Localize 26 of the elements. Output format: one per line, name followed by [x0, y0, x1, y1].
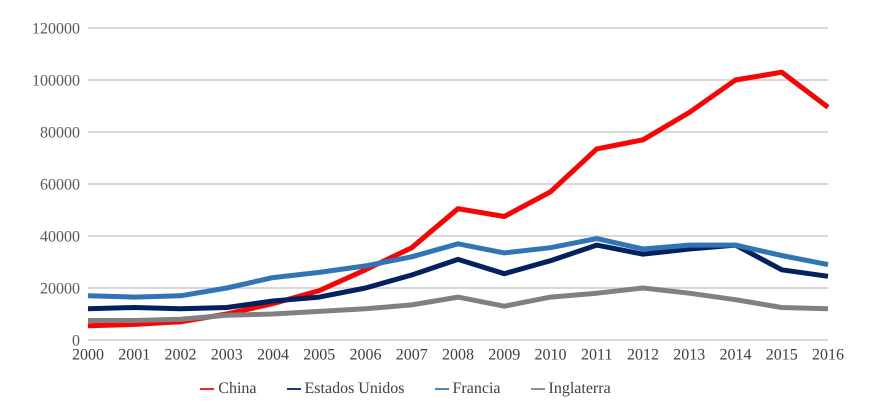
legend-label: China: [218, 380, 257, 397]
y-tick-label: 20000: [40, 280, 80, 298]
legend-label: Estados Unidos: [304, 380, 405, 397]
y-tick-label: 80000: [40, 124, 80, 142]
legend-label: Francia: [452, 380, 500, 397]
x-tick-label: 2009: [488, 346, 520, 364]
x-tick-label: 2001: [118, 346, 150, 364]
x-tick-label: 2003: [210, 346, 243, 364]
x-tick-label: 2011: [581, 346, 612, 364]
x-tick-label: 2013: [673, 346, 706, 364]
y-tick-label: 100000: [32, 72, 80, 90]
x-tick-label: 2008: [442, 346, 474, 364]
y-tick-label: 120000: [32, 20, 80, 38]
x-tick-label: 2006: [350, 346, 382, 364]
x-tick-label: 2005: [303, 346, 336, 364]
x-tick-label: 2007: [396, 346, 428, 364]
x-tick-label: 2012: [627, 346, 659, 364]
x-tick-label: 2016: [812, 346, 844, 364]
x-tick-label: 2004: [257, 346, 289, 364]
x-tick-label: 2002: [164, 346, 196, 364]
x-tick-label: 2010: [534, 346, 566, 364]
y-tick-label: 40000: [40, 228, 80, 246]
y-tick-label: 60000: [40, 176, 80, 194]
x-tick-label: 2014: [720, 346, 752, 364]
x-tick-label: 2015: [766, 346, 798, 364]
legend-label: Inglaterra: [548, 380, 611, 397]
